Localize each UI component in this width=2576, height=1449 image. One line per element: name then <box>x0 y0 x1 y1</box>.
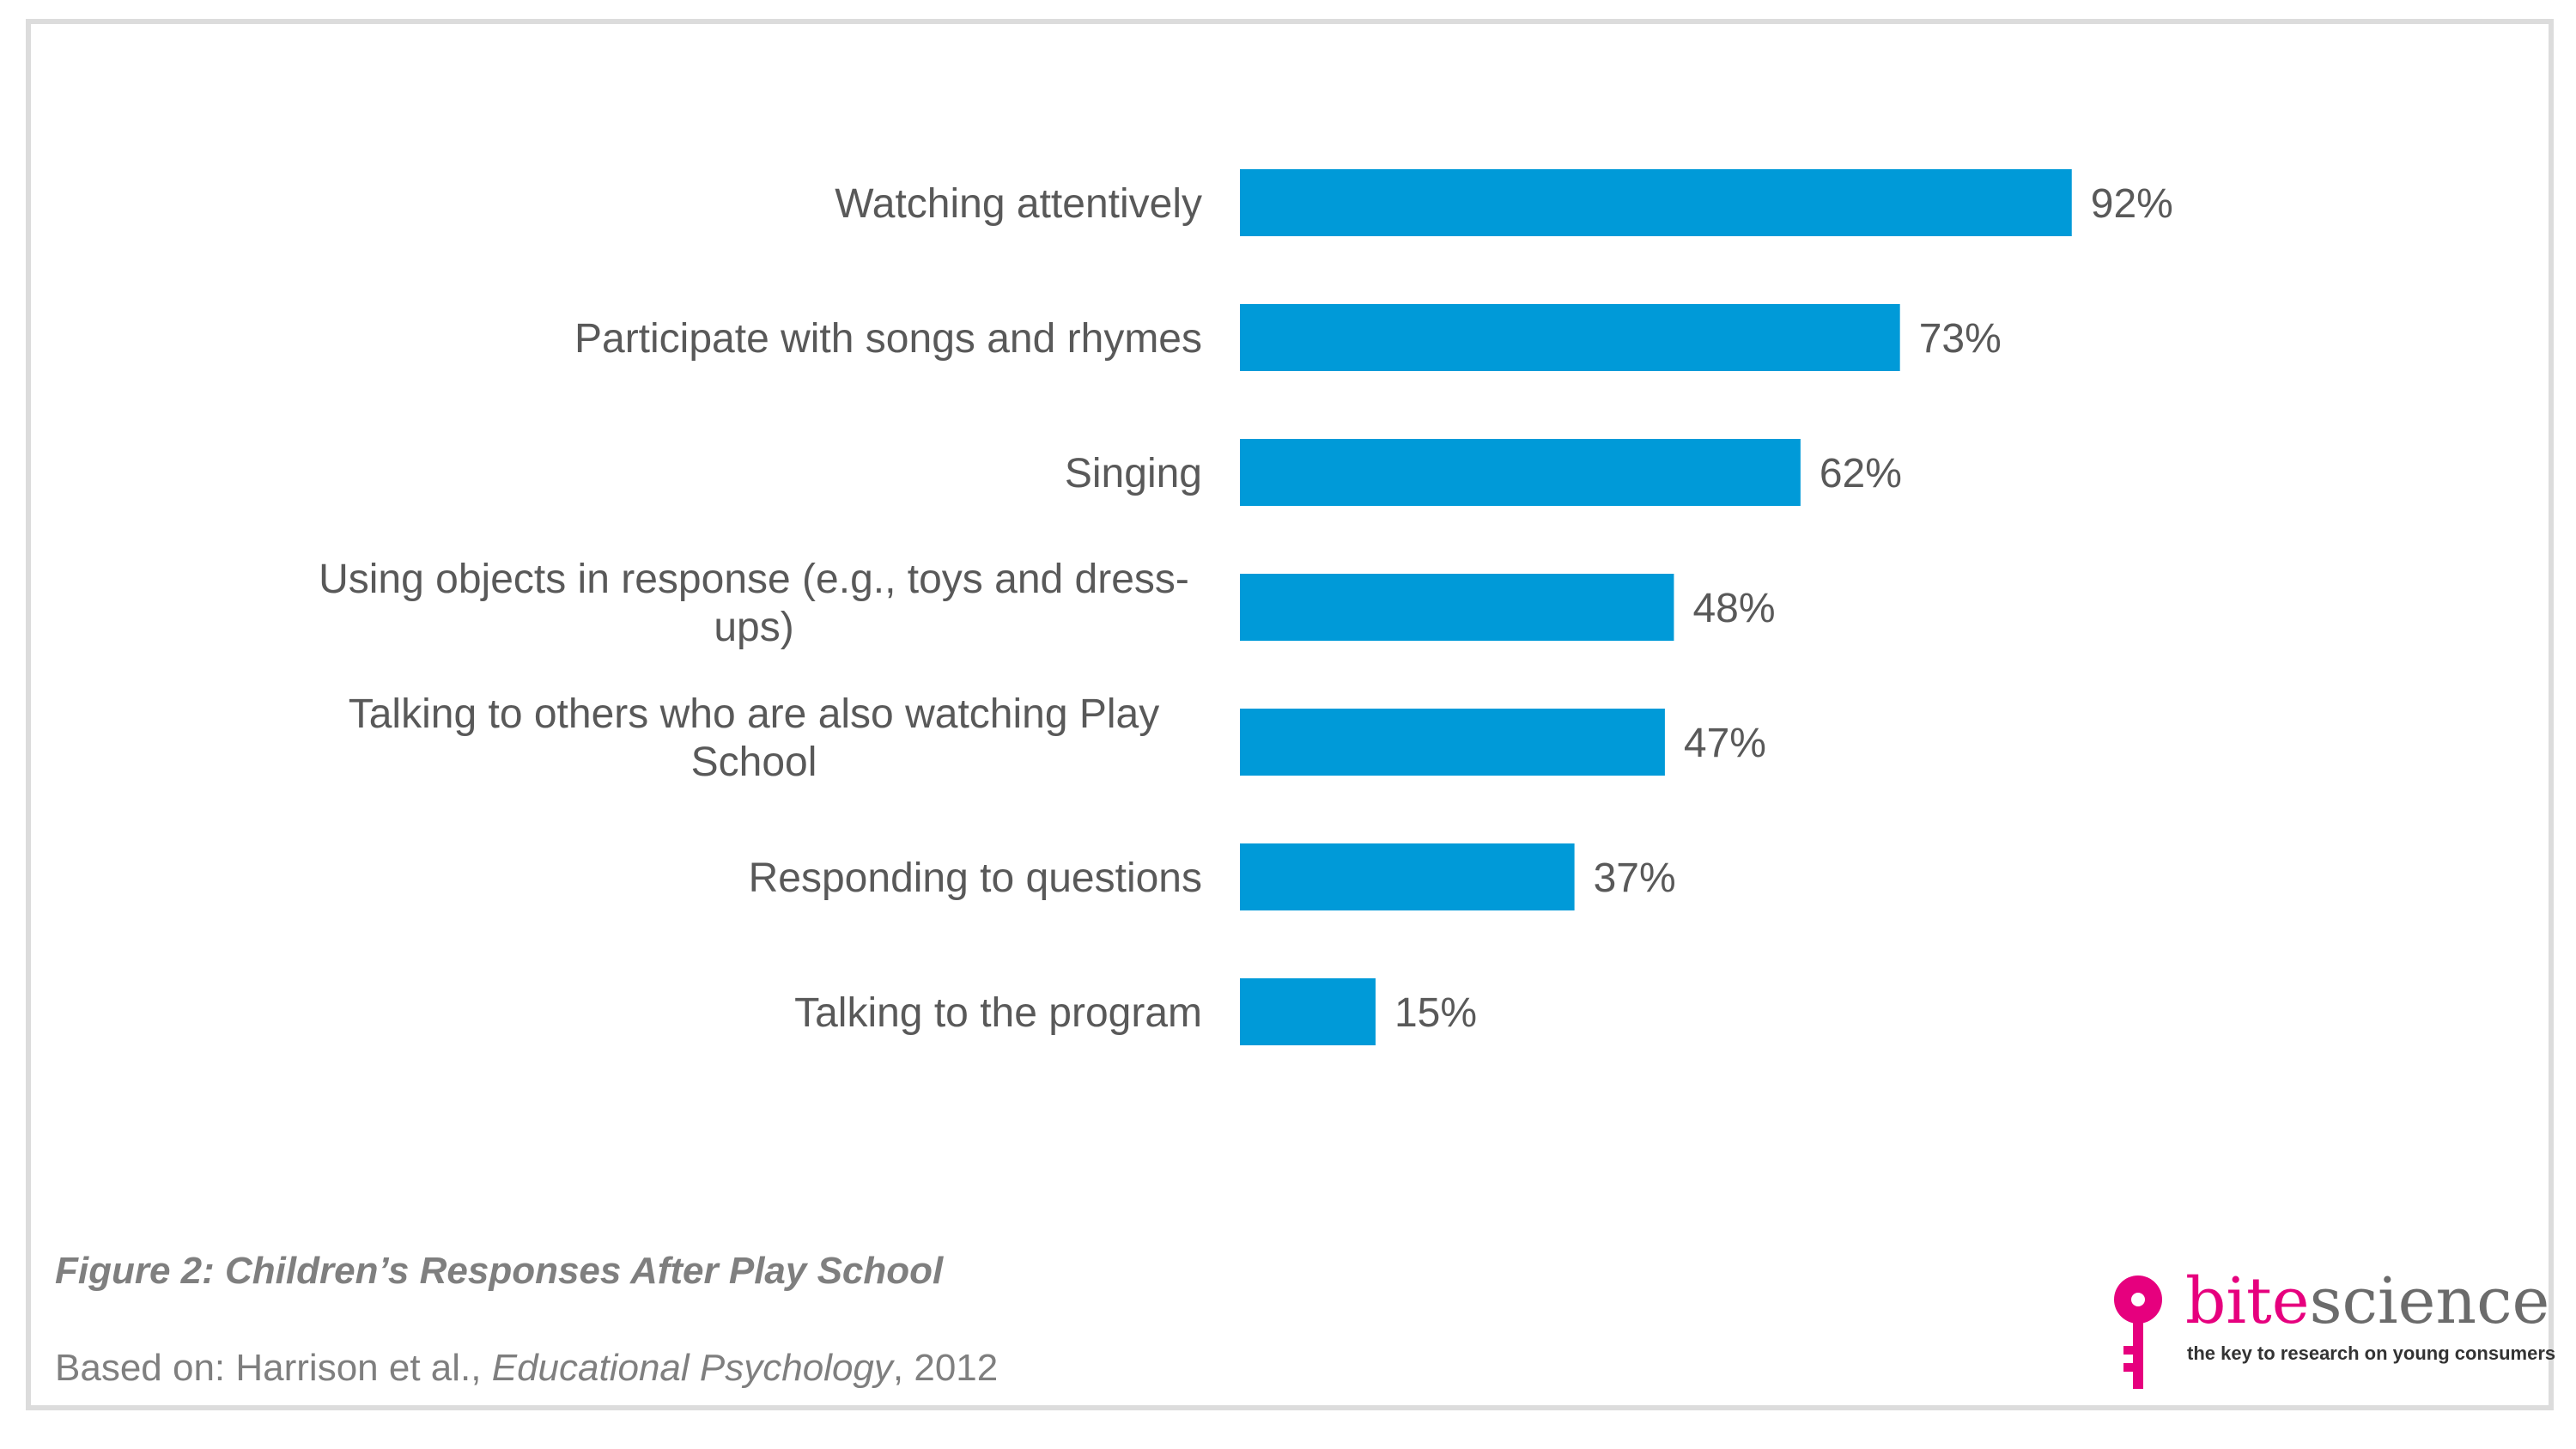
value-label: 15% <box>1394 990 1477 1036</box>
bars-group <box>1240 169 2072 1045</box>
source-journal: Educational Psychology <box>491 1347 893 1389</box>
key-icon <box>2114 1275 2162 1389</box>
category-label: Singing <box>1065 451 1202 496</box>
logo-bite: bite <box>2185 1264 2310 1338</box>
value-label: 48% <box>1692 586 1775 631</box>
category-labels-group: Watching attentively Participate with son… <box>319 181 1202 1036</box>
bar <box>1240 709 1665 776</box>
value-label: 73% <box>1919 316 2002 362</box>
category-label: Using objects in response (e.g., toys an… <box>319 557 1189 650</box>
source-citation: Based on: Harrison et al., Educational P… <box>55 1347 998 1390</box>
value-label: 62% <box>1820 451 1902 496</box>
figure-caption: Figure 2: Children’s Responses After Pla… <box>55 1250 944 1292</box>
bar <box>1240 304 1900 371</box>
bar <box>1240 439 1801 506</box>
bar <box>1240 843 1575 910</box>
logo-science: science <box>2309 1264 2550 1338</box>
category-label: Talking to the program <box>794 990 1202 1036</box>
source-prefix: Based on: Harrison et al., <box>55 1347 492 1389</box>
category-label: Watching attentively <box>835 181 1202 227</box>
value-label: 37% <box>1594 855 1676 901</box>
category-label-line: Using objects in response (e.g., toys an… <box>319 557 1189 602</box>
category-label-line: ups) <box>714 605 793 650</box>
category-label: Participate with songs and rhymes <box>574 316 1202 362</box>
value-labels-group: 92% 73% 62% 48% 47% 37% 15% <box>1394 181 2173 1036</box>
value-label: 47% <box>1684 721 1766 766</box>
bar <box>1240 978 1376 1045</box>
category-label-line: School <box>691 740 817 785</box>
value-label: 92% <box>2091 181 2173 227</box>
bar <box>1240 169 2072 236</box>
category-label: Talking to others who are also watching … <box>349 691 1160 785</box>
bar <box>1240 574 1674 641</box>
logo-tagline: the key to research on young consumers <box>2187 1342 2556 1364</box>
logo-wordmark: bitescience <box>2185 1267 2549 1336</box>
source-suffix: , 2012 <box>892 1347 999 1389</box>
category-label: Responding to questions <box>749 855 1202 901</box>
category-label-line: Talking to others who are also watching … <box>349 691 1160 737</box>
bitescience-logo: bitescience the key to research on young… <box>2108 1267 2555 1396</box>
